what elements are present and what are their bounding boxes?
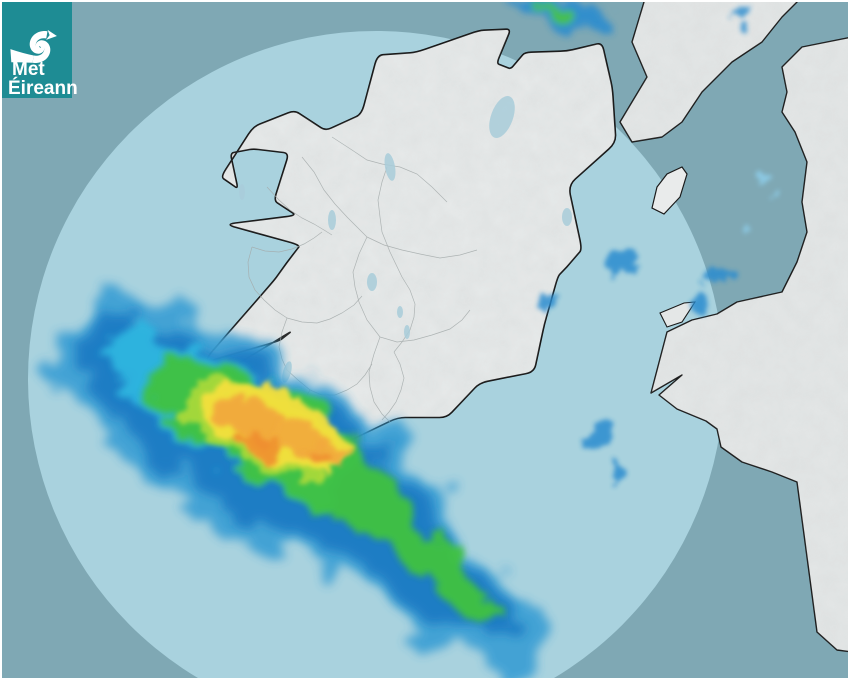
svg-text:Éireann: Éireann [8,77,78,99]
svg-text:Met: Met [12,59,45,80]
